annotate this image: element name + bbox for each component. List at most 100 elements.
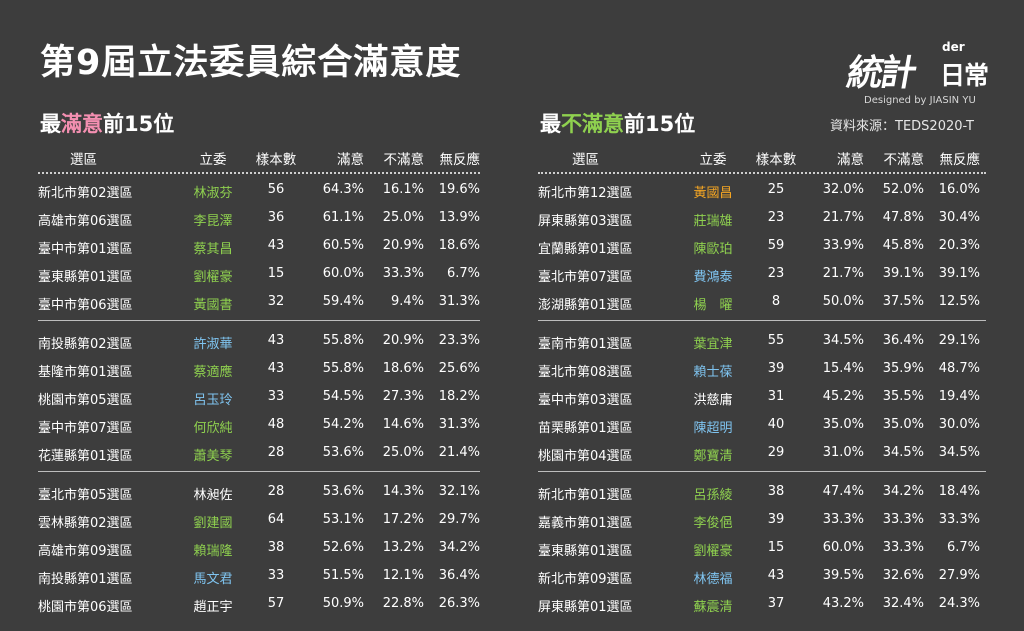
cell-district: 高雄市第06選區 (38, 214, 133, 229)
cell-legislator: 黃國昌 (693, 186, 733, 201)
cell-no-response: 30.0% (938, 417, 980, 432)
cell-no-response: 12.5% (938, 294, 980, 309)
logo-text: 日常 (940, 61, 989, 90)
cell-satisfied: 60.5% (322, 238, 364, 253)
cell-satisfied: 53.1% (322, 512, 364, 527)
cell-satisfied: 60.0% (322, 266, 364, 281)
cell-satisfied: 43.2% (822, 596, 864, 611)
cell-no-response: 20.3% (938, 238, 980, 253)
cell-no-response: 25.6% (438, 361, 480, 376)
cell-satisfied: 32.0% (822, 182, 864, 197)
header-district: 選區 (572, 152, 599, 168)
cell-unsatisfied: 14.3% (382, 484, 424, 499)
cell-satisfied: 53.6% (322, 484, 364, 499)
cell-sample-size: 43 (267, 238, 285, 253)
header-district: 選區 (70, 152, 97, 168)
cell-district: 澎湖縣第01選區 (538, 298, 633, 313)
logo-mark: 統計 (843, 52, 918, 94)
cell-no-response: 32.1% (438, 484, 480, 499)
cell-unsatisfied: 32.4% (882, 596, 924, 611)
cell-no-response: 16.0% (938, 182, 980, 197)
cell-district: 臺中市第03選區 (538, 393, 633, 408)
cell-district: 南投縣第01選區 (38, 572, 133, 587)
header-no-response: 無反應 (439, 152, 481, 168)
cell-legislator: 蔡適應 (193, 365, 233, 380)
cell-no-response: 29.7% (438, 512, 480, 527)
cell-satisfied: 15.4% (822, 361, 864, 376)
cell-sample-size: 29 (767, 445, 785, 460)
cell-legislator: 劉櫂豪 (193, 270, 233, 285)
cell-no-response: 6.7% (446, 266, 480, 281)
title-highlight: 滿意 (61, 112, 103, 136)
most-unsatisfied-table: 選區 立委 樣本數 滿意 不滿意 無反應 新北市第12選區 黃國昌 25 32.0% 52.0% 16… (538, 148, 986, 618)
cell-district: 屏東縣第01選區 (538, 600, 633, 615)
cell-unsatisfied: 9.4% (390, 294, 424, 309)
header-legislator: 立委 (699, 152, 727, 168)
table-row: 臺中市第07選區 何欣純 48 54.2% 14.6% 31.3% (38, 411, 480, 439)
cell-unsatisfied: 52.0% (882, 182, 924, 197)
cell-district: 臺中市第07選區 (38, 421, 133, 436)
cell-satisfied: 39.5% (822, 568, 864, 583)
cell-district: 臺北市第05選區 (38, 488, 133, 503)
cell-no-response: 26.3% (438, 596, 480, 611)
group-divider (38, 471, 480, 472)
cell-unsatisfied: 34.2% (882, 484, 924, 499)
cell-legislator: 李俊俋 (693, 516, 733, 531)
cell-district: 臺中市第06選區 (38, 298, 133, 313)
header-sample-size: 樣本數 (755, 152, 797, 168)
cell-legislator: 林昶佐 (193, 488, 233, 503)
cell-unsatisfied: 18.6% (382, 361, 424, 376)
cell-district: 臺北市第07選區 (538, 270, 633, 285)
cell-unsatisfied: 36.4% (882, 333, 924, 348)
cell-satisfied: 59.4% (322, 294, 364, 309)
cell-no-response: 31.3% (438, 294, 480, 309)
cell-sample-size: 48 (267, 417, 285, 432)
cell-sample-size: 31 (767, 389, 785, 404)
cell-sample-size: 39 (767, 512, 785, 527)
cell-sample-size: 28 (267, 484, 285, 499)
cell-satisfied: 33.3% (822, 512, 864, 527)
cell-unsatisfied: 13.2% (382, 540, 424, 555)
cell-satisfied: 45.2% (822, 389, 864, 404)
cell-sample-size: 15 (267, 266, 285, 281)
cell-unsatisfied: 35.9% (882, 361, 924, 376)
cell-sample-size: 8 (771, 294, 781, 309)
table-row: 新北市第12選區 黃國昌 25 32.0% 52.0% 16.0% (538, 176, 986, 204)
cell-satisfied: 50.9% (322, 596, 364, 611)
cell-district: 基隆市第01選區 (38, 365, 133, 380)
cell-legislator: 陳歐珀 (693, 242, 733, 257)
designer-credit: Designed by JIASIN YU (864, 95, 976, 106)
table-row: 臺北市第05選區 林昶佐 28 53.6% 14.3% 32.1% (38, 478, 480, 506)
group-divider (538, 471, 986, 472)
cell-district: 花蓮縣第01選區 (38, 449, 133, 464)
cell-satisfied: 55.8% (322, 361, 364, 376)
cell-no-response: 6.7% (946, 540, 980, 555)
cell-district: 苗栗縣第01選區 (538, 421, 633, 436)
cell-unsatisfied: 22.8% (382, 596, 424, 611)
cell-no-response: 19.6% (438, 182, 480, 197)
cell-sample-size: 59 (767, 238, 785, 253)
cell-no-response: 18.4% (938, 484, 980, 499)
cell-unsatisfied: 33.3% (882, 540, 924, 555)
cell-no-response: 34.2% (438, 540, 480, 555)
cell-satisfied: 21.7% (822, 210, 864, 225)
cell-district: 臺東縣第01選區 (38, 270, 133, 285)
table-row: 宜蘭縣第01選區 陳歐珀 59 33.9% 45.8% 20.3% (538, 232, 986, 260)
cell-unsatisfied: 34.5% (882, 445, 924, 460)
table-row: 新北市第09選區 林德福 43 39.5% 32.6% 27.9% (538, 562, 986, 590)
table-row: 臺中市第03選區 洪慈庸 31 45.2% 35.5% 19.4% (538, 383, 986, 411)
cell-no-response: 33.3% (938, 512, 980, 527)
cell-legislator: 葉宜津 (693, 337, 733, 352)
cell-satisfied: 60.0% (822, 540, 864, 555)
table-row: 臺北市第07選區 費鴻泰 23 21.7% 39.1% 39.1% (538, 260, 986, 288)
cell-legislator: 陳超明 (693, 421, 733, 436)
cell-unsatisfied: 17.2% (382, 512, 424, 527)
cell-legislator: 賴瑞隆 (193, 544, 233, 559)
cell-legislator: 李昆澤 (193, 214, 233, 229)
cell-satisfied: 52.6% (322, 540, 364, 555)
table-row: 臺北市第08選區 賴士葆 39 15.4% 35.9% 48.7% (538, 355, 986, 383)
table-row: 桃園市第06選區 趙正宇 57 50.9% 22.8% 26.3% (38, 590, 480, 618)
table-row: 臺南市第01選區 葉宜津 55 34.5% 36.4% 29.1% (538, 327, 986, 355)
cell-district: 桃園市第05選區 (38, 393, 133, 408)
cell-sample-size: 15 (767, 540, 785, 555)
